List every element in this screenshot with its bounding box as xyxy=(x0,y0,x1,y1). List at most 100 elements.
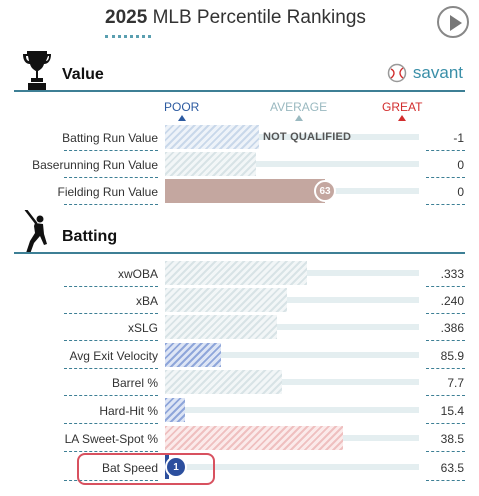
legend-poor-marker xyxy=(177,115,186,121)
batter-icon xyxy=(24,210,47,254)
metric-bar xyxy=(165,125,259,149)
value-divider xyxy=(426,313,465,314)
value-divider xyxy=(426,177,465,178)
metric-label: Barrel % xyxy=(111,376,158,390)
bat-speed-highlight xyxy=(77,453,215,485)
legend-poor: POOR xyxy=(164,100,200,121)
metric-label: Hard-Hit % xyxy=(99,404,158,418)
value-divider xyxy=(426,150,465,151)
title-underline xyxy=(105,35,151,38)
metric-bar xyxy=(165,370,282,394)
page-title: 2025 MLB Percentile Rankings xyxy=(105,7,366,29)
legend-great-label: GREAT xyxy=(382,100,423,114)
section-title-value: Value xyxy=(62,66,104,83)
play-icon xyxy=(450,15,462,31)
play-button[interactable] xyxy=(437,6,469,38)
value-section-header: Value savant xyxy=(14,48,465,92)
metric-row[interactable]: Batting Run Value NOT QUALIFIED -1 xyxy=(0,125,479,152)
header: 2025 MLB Percentile Rankings xyxy=(0,0,479,46)
label-divider xyxy=(64,395,158,396)
metric-label: Bat Speed xyxy=(101,461,158,475)
metric-value: -1 xyxy=(453,131,464,145)
legend-average-marker xyxy=(294,115,303,121)
metric-value: .240 xyxy=(440,294,464,308)
metric-track xyxy=(165,297,419,303)
metric-row[interactable]: Baserunning Run Value 0 xyxy=(0,152,479,179)
metric-value: 38.5 xyxy=(440,432,464,446)
metric-track xyxy=(165,134,419,140)
label-divider xyxy=(64,313,158,314)
metric-bar xyxy=(165,261,307,285)
metric-bar xyxy=(165,288,287,312)
metric-label: LA Sweet-Spot % xyxy=(64,432,158,446)
label-divider xyxy=(64,451,158,452)
trophy-icon xyxy=(23,51,51,91)
metric-track xyxy=(165,324,419,330)
metric-bar xyxy=(165,343,221,367)
percentile-badge: 63 xyxy=(314,180,336,202)
metric-bar xyxy=(165,315,277,339)
metric-bar xyxy=(165,398,185,422)
label-divider xyxy=(64,368,158,369)
legend-average: AVERAGE xyxy=(270,100,328,121)
label-divider xyxy=(64,340,158,341)
metric-row[interactable]: xwOBA .333 xyxy=(0,261,479,288)
value-divider xyxy=(426,286,465,287)
label-divider xyxy=(64,177,158,178)
savant-link[interactable]: savant xyxy=(387,63,463,83)
metric-track xyxy=(165,161,419,167)
section-title-batting: Batting xyxy=(62,228,118,245)
metric-track xyxy=(165,352,419,358)
value-divider xyxy=(426,423,465,424)
metric-row[interactable]: LA Sweet-Spot % 38.5 xyxy=(0,426,479,453)
title-text: MLB Percentile Rankings xyxy=(152,7,366,28)
label-divider xyxy=(64,480,158,481)
metric-track xyxy=(165,379,419,385)
metric-row[interactable]: xSLG .386 xyxy=(0,315,479,342)
label-divider xyxy=(64,204,158,205)
value-divider xyxy=(426,480,465,481)
metric-bar xyxy=(165,179,325,203)
metric-label: Batting Run Value xyxy=(62,131,158,145)
metric-value: .386 xyxy=(440,321,464,335)
percentile-badge: 1 xyxy=(165,456,187,478)
metric-row[interactable]: Fielding Run Value 63 0 xyxy=(0,179,479,206)
legend-poor-label: POOR xyxy=(164,100,200,114)
metric-label: xSLG xyxy=(127,321,158,335)
section-rule xyxy=(14,90,465,92)
baseball-icon xyxy=(387,63,407,83)
metric-value: 85.9 xyxy=(440,349,464,363)
title-year: 2025 xyxy=(105,7,148,28)
metric-label: xBA xyxy=(135,294,158,308)
metric-label: Avg Exit Velocity xyxy=(69,349,159,363)
section-rule xyxy=(14,252,465,254)
savant-label[interactable]: savant xyxy=(412,63,463,82)
not-qualified-label: NOT QUALIFIED xyxy=(263,131,352,143)
legend-great: GREAT xyxy=(382,100,423,121)
metric-value: 7.7 xyxy=(447,376,464,390)
value-divider xyxy=(426,204,465,205)
value-divider xyxy=(426,451,465,452)
metric-value: 63.5 xyxy=(440,461,464,475)
label-divider xyxy=(64,423,158,424)
metric-row[interactable]: Avg Exit Velocity 85.9 xyxy=(0,343,479,370)
value-divider xyxy=(426,340,465,341)
metric-value: 15.4 xyxy=(440,404,464,418)
label-divider xyxy=(64,150,158,151)
metric-row[interactable]: Barrel % 7.7 xyxy=(0,370,479,397)
metric-bar xyxy=(165,426,343,450)
metric-label: Fielding Run Value xyxy=(57,185,158,199)
metric-row[interactable]: xBA .240 xyxy=(0,288,479,315)
metric-row[interactable]: Bat Speed 1 63.5 xyxy=(0,455,479,482)
metric-track xyxy=(165,464,419,470)
metric-value: .333 xyxy=(440,267,464,281)
legend-average-label: AVERAGE xyxy=(270,100,328,114)
value-divider xyxy=(426,395,465,396)
metric-value: 0 xyxy=(457,158,464,172)
metric-value: 0 xyxy=(457,185,464,199)
value-divider xyxy=(426,368,465,369)
metric-row[interactable]: Hard-Hit % 15.4 xyxy=(0,398,479,425)
metric-track xyxy=(165,407,419,413)
label-divider xyxy=(64,286,158,287)
batting-section-header: Batting xyxy=(14,210,465,254)
